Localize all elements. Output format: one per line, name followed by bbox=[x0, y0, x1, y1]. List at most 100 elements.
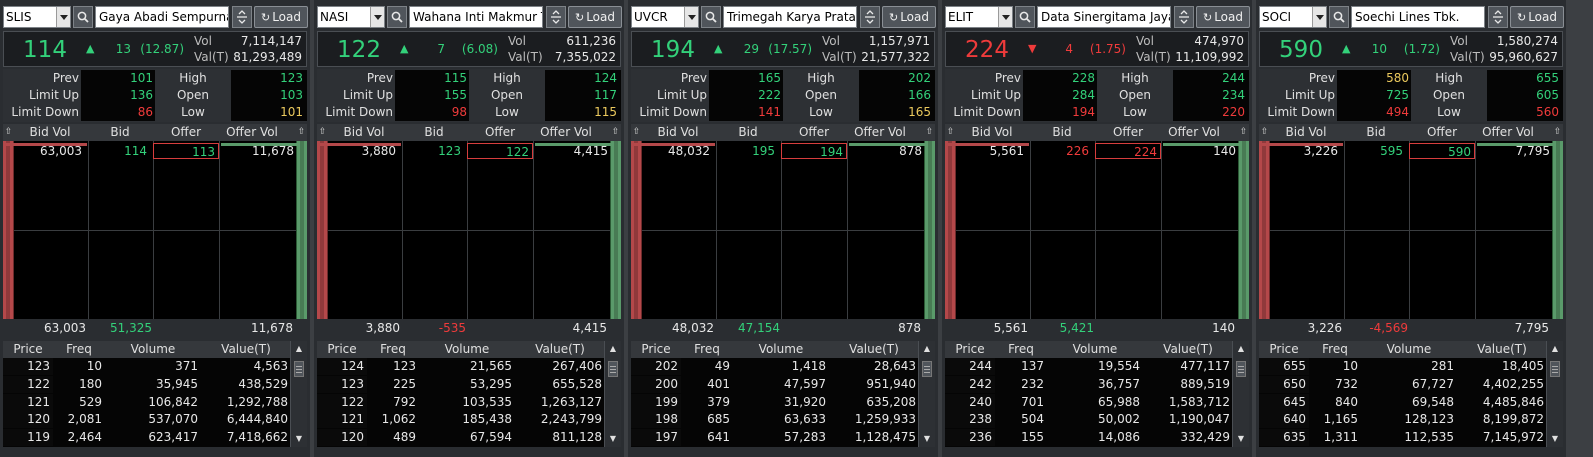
best-bid-price[interactable]: 113 bbox=[153, 143, 219, 159]
trade-row[interactable]: 120 2,081 537,070 6,444,840 bbox=[3, 411, 290, 429]
collapse-right-icon[interactable]: ⇧ bbox=[297, 127, 306, 137]
trade-row[interactable]: 197 641 57,283 1,128,475 bbox=[631, 429, 918, 447]
trade-row[interactable]: 124 123 21,565 267,406 bbox=[317, 358, 604, 376]
col-freq[interactable]: Freq bbox=[694, 342, 720, 356]
stock-code-select[interactable]: NASI bbox=[317, 6, 385, 28]
chevron-down-icon[interactable] bbox=[370, 7, 384, 27]
col-freq[interactable]: Freq bbox=[66, 342, 92, 356]
col-value[interactable]: Value(T) bbox=[221, 342, 271, 356]
col-price[interactable]: Price bbox=[955, 342, 985, 356]
trade-row[interactable]: 121 529 106,842 1,292,788 bbox=[3, 393, 290, 412]
company-name-field[interactable]: Gaya Abadi Sempurna T bbox=[95, 6, 229, 28]
chevron-down-icon[interactable] bbox=[1312, 7, 1326, 27]
best-offer-price[interactable]: 195 bbox=[752, 144, 775, 158]
collapse-left-icon[interactable]: ⇧ bbox=[318, 127, 327, 137]
trade-scrollbar[interactable]: ▲ ▼ bbox=[918, 341, 935, 447]
col-volume[interactable]: Volume bbox=[130, 342, 176, 356]
trade-row[interactable]: 240 701 65,988 1,583,712 bbox=[945, 393, 1232, 412]
trade-row[interactable]: 650 732 67,727 4,402,255 bbox=[1259, 375, 1546, 394]
scroll-up-icon[interactable]: ▲ bbox=[609, 344, 617, 353]
scroll-thumb[interactable] bbox=[922, 361, 932, 377]
scroll-down-icon[interactable]: ▼ bbox=[923, 434, 931, 443]
orderbook-row[interactable]: 3,226 590 595 7,795 bbox=[1259, 143, 1553, 159]
col-value[interactable]: Value(T) bbox=[1477, 342, 1527, 356]
search-icon[interactable] bbox=[73, 6, 93, 28]
col-volume[interactable]: Volume bbox=[444, 342, 490, 356]
trade-row[interactable]: 122 180 35,945 438,529 bbox=[3, 375, 290, 394]
best-offer-price[interactable]: 226 bbox=[1066, 144, 1089, 158]
trade-scrollbar[interactable]: ▲ ▼ bbox=[1546, 341, 1563, 447]
orderbook-row[interactable]: 5,561 224 226 140 bbox=[945, 143, 1239, 159]
scroll-down-icon[interactable]: ▼ bbox=[609, 434, 617, 443]
trade-row[interactable]: 200 401 47,597 951,940 bbox=[631, 375, 918, 394]
search-icon[interactable] bbox=[387, 6, 407, 28]
trade-row[interactable]: 645 840 69,548 4,485,846 bbox=[1259, 393, 1546, 412]
col-volume[interactable]: Volume bbox=[1386, 342, 1432, 356]
col-freq[interactable]: Freq bbox=[1322, 342, 1348, 356]
stock-code-select[interactable]: ELIT bbox=[945, 6, 1013, 28]
col-value[interactable]: Value(T) bbox=[1163, 342, 1213, 356]
trade-row[interactable]: 123 10 371 4,563 bbox=[3, 358, 290, 376]
scroll-thumb[interactable] bbox=[294, 361, 304, 377]
trade-scrollbar[interactable]: ▲ ▼ bbox=[290, 341, 307, 447]
col-volume[interactable]: Volume bbox=[1072, 342, 1118, 356]
trade-row[interactable]: 242 232 36,757 889,519 bbox=[945, 375, 1232, 394]
chevron-down-icon[interactable] bbox=[998, 7, 1012, 27]
collapse-right-icon[interactable]: ⇧ bbox=[1553, 127, 1562, 137]
trade-row[interactable]: 635 1,311 112,535 7,145,972 bbox=[1259, 429, 1546, 447]
stock-code-select[interactable]: SLIS bbox=[3, 6, 71, 28]
collapse-right-icon[interactable]: ⇧ bbox=[611, 127, 620, 137]
col-price[interactable]: Price bbox=[327, 342, 357, 356]
trade-row[interactable]: 199 379 31,920 635,208 bbox=[631, 393, 918, 412]
scroll-up-icon[interactable]: ▲ bbox=[295, 344, 303, 353]
best-bid-price[interactable]: 224 bbox=[1095, 143, 1161, 159]
scroll-down-icon[interactable]: ▼ bbox=[1237, 434, 1245, 443]
scroll-up-icon[interactable]: ▲ bbox=[923, 344, 931, 353]
search-icon[interactable] bbox=[1329, 6, 1349, 28]
scroll-down-icon[interactable]: ▼ bbox=[1551, 434, 1559, 443]
load-button[interactable]: ↻ Load bbox=[1510, 6, 1564, 28]
trade-row[interactable]: 120 489 67,594 811,128 bbox=[317, 429, 604, 447]
search-icon[interactable] bbox=[701, 6, 721, 28]
orderbook-row[interactable]: 3,880 122 123 4,415 bbox=[317, 143, 611, 159]
trade-row[interactable]: 122 792 103,535 1,263,127 bbox=[317, 393, 604, 412]
col-price[interactable]: Price bbox=[1269, 342, 1299, 356]
collapse-left-icon[interactable]: ⇧ bbox=[4, 127, 13, 137]
load-button[interactable]: ↻ Load bbox=[882, 6, 936, 28]
best-bid-price[interactable]: 194 bbox=[781, 143, 847, 159]
trade-scrollbar[interactable]: ▲ ▼ bbox=[1232, 341, 1249, 447]
collapse-left-icon[interactable]: ⇧ bbox=[632, 127, 641, 137]
stock-code-select[interactable]: UVCR bbox=[631, 6, 699, 28]
scroll-thumb[interactable] bbox=[1550, 361, 1560, 377]
trade-scrollbar[interactable]: ▲ ▼ bbox=[604, 341, 621, 447]
best-bid-price[interactable]: 590 bbox=[1409, 143, 1475, 159]
load-button[interactable]: ↻ Load bbox=[254, 6, 308, 28]
chevron-down-icon[interactable] bbox=[56, 7, 70, 27]
trade-row[interactable]: 119 2,464 623,417 7,418,662 bbox=[3, 429, 290, 447]
best-offer-price[interactable]: 114 bbox=[124, 144, 147, 158]
company-name-field[interactable]: Soechi Lines Tbk. bbox=[1351, 6, 1485, 28]
col-price[interactable]: Price bbox=[641, 342, 671, 356]
scroll-up-icon[interactable]: ▲ bbox=[1237, 344, 1245, 353]
col-freq[interactable]: Freq bbox=[380, 342, 406, 356]
load-button[interactable]: ↻ Load bbox=[568, 6, 622, 28]
best-offer-price[interactable]: 595 bbox=[1380, 144, 1403, 158]
collapse-left-icon[interactable]: ⇧ bbox=[946, 127, 955, 137]
trade-row[interactable]: 640 1,165 128,123 8,199,872 bbox=[1259, 411, 1546, 429]
trade-row[interactable]: 123 225 53,295 655,528 bbox=[317, 375, 604, 394]
expand-collapse-icon[interactable] bbox=[1174, 6, 1194, 28]
search-icon[interactable] bbox=[1015, 6, 1035, 28]
collapse-left-icon[interactable]: ⇧ bbox=[1260, 127, 1269, 137]
scroll-thumb[interactable] bbox=[1236, 361, 1246, 377]
expand-collapse-icon[interactable] bbox=[546, 6, 566, 28]
scroll-thumb[interactable] bbox=[608, 361, 618, 377]
load-button[interactable]: ↻ Load bbox=[1196, 6, 1250, 28]
expand-collapse-icon[interactable] bbox=[1488, 6, 1508, 28]
company-name-field[interactable]: Data Sinergitama Jaya bbox=[1037, 6, 1171, 28]
company-name-field[interactable]: Trimegah Karya Pratam bbox=[723, 6, 857, 28]
trade-row[interactable]: 121 1,062 185,438 2,243,799 bbox=[317, 411, 604, 429]
trade-row[interactable]: 244 137 19,554 477,117 bbox=[945, 358, 1232, 376]
trade-row[interactable]: 238 504 50,002 1,190,047 bbox=[945, 411, 1232, 429]
expand-collapse-icon[interactable] bbox=[860, 6, 880, 28]
collapse-right-icon[interactable]: ⇧ bbox=[1239, 127, 1248, 137]
